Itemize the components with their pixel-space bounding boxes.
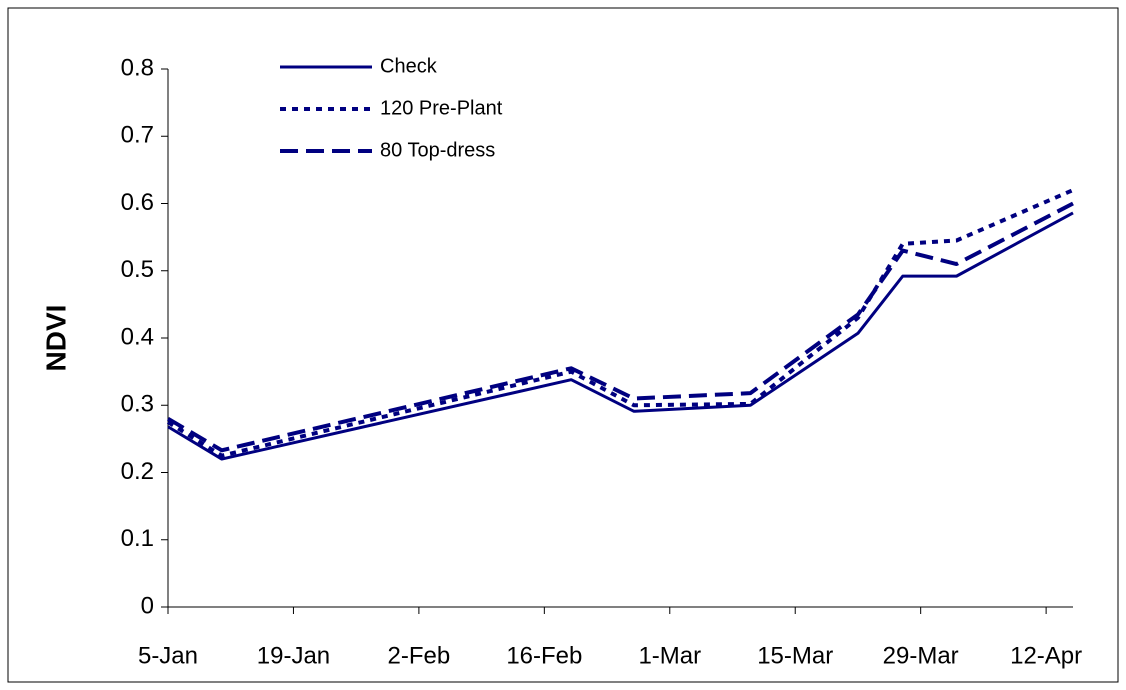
legend-label: Check: [380, 55, 438, 77]
y-tick-label: 0.7: [121, 122, 154, 149]
x-tick-label: 15-Mar: [757, 642, 833, 669]
y-tick-label: 0.3: [121, 391, 154, 418]
y-tick-label: 0.4: [121, 323, 154, 350]
series-line: [166, 188, 1074, 458]
y-tick-label: 0.1: [121, 525, 154, 552]
y-tick-label: 0.2: [121, 458, 154, 485]
legend-label: 80 Top-dress: [380, 139, 495, 161]
x-tick-label: 12-Apr: [1010, 642, 1082, 669]
x-tick-label: 5-Jan: [138, 642, 198, 669]
series-line: [167, 211, 1074, 461]
x-tick-label: 29-Mar: [883, 642, 959, 669]
series-line: [166, 201, 1074, 453]
x-tick-label: 19-Jan: [257, 642, 330, 669]
chart-frame: [7, 7, 1119, 683]
x-tick-label: 2-Feb: [388, 642, 451, 669]
x-tick-label: 1-Mar: [638, 642, 701, 669]
y-tick-label: 0.5: [121, 256, 154, 283]
y-axis-label: NDVI: [40, 305, 71, 372]
legend-label: 120 Pre-Plant: [380, 97, 503, 119]
x-tick-label: 16-Feb: [506, 642, 582, 669]
y-tick-label: 0: [141, 592, 154, 619]
y-tick-label: 0.8: [121, 54, 154, 81]
y-tick-label: 0.6: [121, 189, 154, 216]
